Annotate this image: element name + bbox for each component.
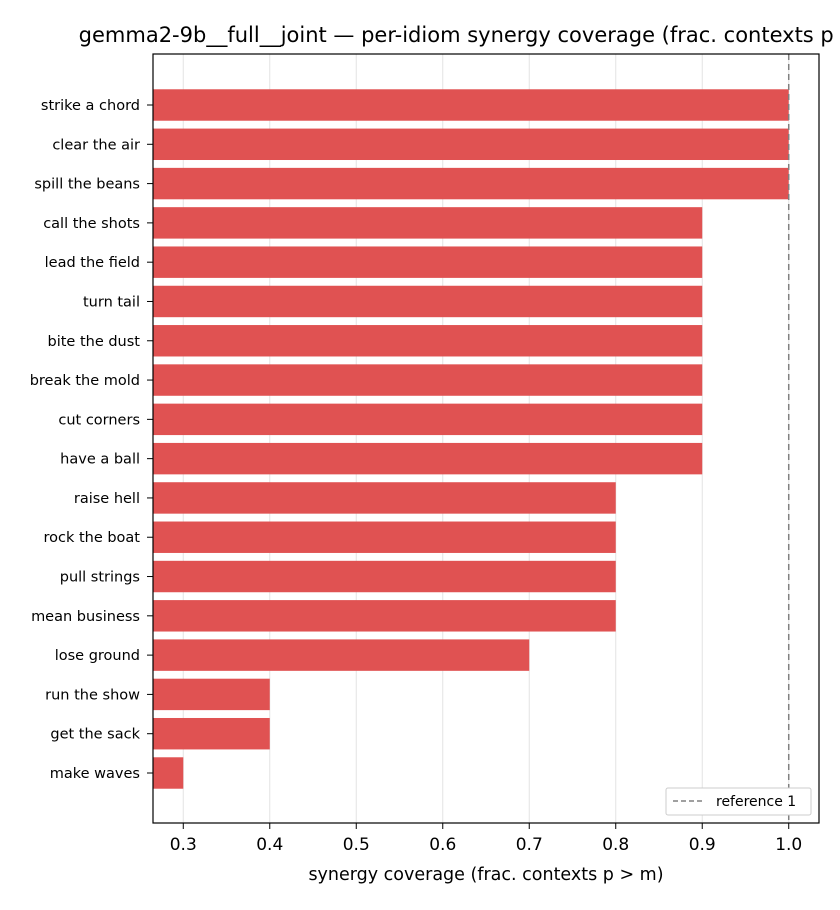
legend-box — [665, 787, 812, 816]
bar — [153, 89, 789, 121]
category-label: bite the dust — [48, 334, 141, 350]
category-label: get the sack — [50, 727, 140, 743]
legend-label: reference 1 — [716, 794, 796, 810]
category-label: turn tail — [83, 294, 140, 310]
bar — [153, 482, 616, 514]
legend: reference 1 — [665, 787, 812, 816]
x-tick-label: 0.3 — [170, 835, 197, 855]
bars — [153, 89, 789, 789]
category-label: spill the beans — [34, 177, 140, 193]
category-label: call the shots — [43, 216, 140, 232]
bar — [153, 521, 616, 553]
category-label: pull strings — [60, 570, 140, 586]
bar — [153, 167, 789, 200]
category-label: make waves — [50, 766, 140, 782]
plot-frame — [152, 53, 820, 824]
x-axis-label: synergy coverage (frac. contexts p > m) — [308, 865, 663, 885]
category-label: strike a chord — [41, 98, 140, 114]
bar — [153, 639, 530, 671]
x-axis: 0.3 0.4 0.5 0.6 0.7 0.8 0.9 1.0 — [170, 823, 802, 855]
x-tick-label: 0.5 — [343, 835, 370, 855]
category-label: clear the air — [52, 137, 140, 153]
bar — [153, 246, 703, 278]
bar — [153, 560, 616, 593]
x-tick-label: 0.8 — [602, 835, 629, 855]
category-label: break the mold — [30, 373, 140, 389]
category-label: raise hell — [74, 491, 140, 507]
x-tick-label: 0.7 — [516, 835, 543, 855]
bar — [153, 364, 703, 396]
category-label: lose ground — [55, 648, 140, 664]
category-label: have a ball — [60, 452, 140, 468]
x-tick-label: 1.0 — [775, 835, 802, 855]
bar — [153, 600, 616, 632]
x-tick-label: 0.6 — [429, 835, 456, 855]
category-label: cut corners — [58, 412, 140, 428]
bar — [153, 285, 703, 318]
category-label: rock the boat — [43, 530, 140, 546]
y-axis: strike a chord clear the air spill the bea… — [30, 98, 153, 782]
x-tick-label: 0.4 — [256, 835, 283, 855]
bar — [153, 757, 184, 789]
bar — [153, 442, 703, 475]
bar — [153, 128, 789, 161]
category-label: lead the field — [45, 255, 140, 271]
chart-title: gemma2-9b__full__joint — per-idiom syner… — [79, 23, 840, 48]
x-tick-label: 0.9 — [689, 835, 716, 855]
bar — [153, 325, 703, 357]
bar — [153, 717, 270, 750]
bar — [153, 403, 703, 436]
bar — [153, 207, 703, 239]
category-label: mean business — [31, 609, 140, 625]
bar — [153, 678, 270, 711]
category-label: run the show — [45, 687, 140, 703]
